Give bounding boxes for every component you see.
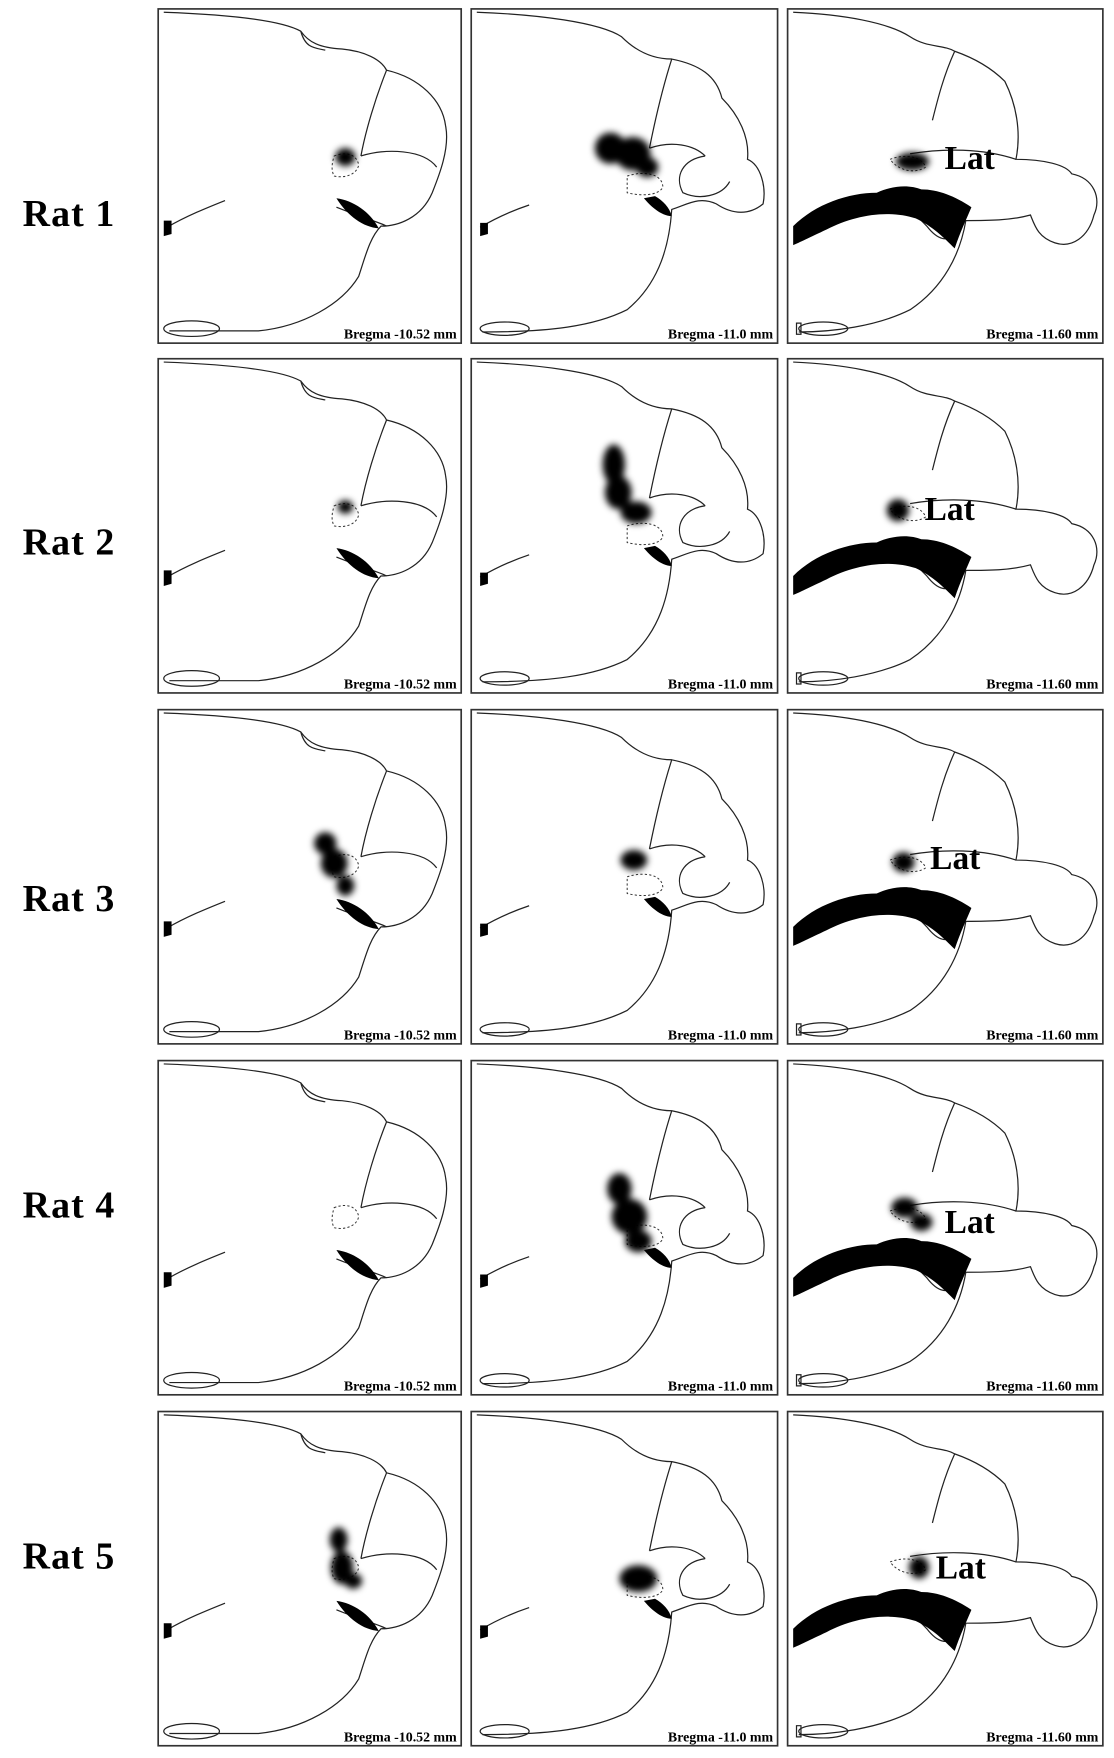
ventricle bbox=[164, 921, 172, 937]
panel-border bbox=[158, 710, 461, 1044]
ventricle bbox=[164, 570, 172, 586]
ventricle bbox=[480, 924, 488, 937]
rat-label: Rat 4 bbox=[23, 1184, 116, 1226]
bregma-caption: Bregma -11.0 mm bbox=[668, 677, 774, 692]
lesion-blob bbox=[321, 849, 348, 878]
section-panel: Bregma -11.60 mm Lat bbox=[788, 9, 1103, 343]
lesion-blob bbox=[636, 157, 658, 177]
lesion-blob bbox=[891, 1198, 918, 1218]
section-panel: Bregma -11.60 mm Lat bbox=[788, 1412, 1103, 1746]
lesion-blob bbox=[910, 1213, 932, 1231]
lesion-blob bbox=[338, 500, 354, 513]
ventricle bbox=[164, 1272, 172, 1288]
lesion-blob bbox=[896, 153, 929, 171]
bregma-caption: Bregma -10.52 mm bbox=[344, 1379, 457, 1394]
lesion-blob bbox=[619, 1565, 657, 1592]
region-label: Lat bbox=[945, 140, 995, 177]
lesion-blob bbox=[612, 1199, 648, 1235]
lesion bbox=[887, 499, 909, 521]
section-panel: Bregma -10.52 mm bbox=[158, 9, 461, 343]
section-panel: Bregma -11.60 mm Lat bbox=[788, 710, 1103, 1044]
lesion-blob bbox=[887, 499, 909, 521]
bregma-caption: Bregma -11.0 mm bbox=[668, 1379, 774, 1394]
bregma-caption: Bregma -11.60 mm bbox=[986, 328, 1099, 343]
panel-border bbox=[471, 9, 777, 343]
panel-border bbox=[158, 1061, 461, 1395]
section-panel: Bregma -11.0 mm bbox=[471, 1061, 777, 1395]
panel-border bbox=[158, 1412, 461, 1746]
bregma-caption: Bregma -10.52 mm bbox=[344, 677, 457, 692]
ventricle bbox=[480, 1625, 488, 1638]
lesion-blob bbox=[336, 876, 354, 896]
panel-border bbox=[158, 359, 461, 693]
lesion bbox=[892, 852, 914, 872]
bregma-caption: Bregma -11.0 mm bbox=[668, 1730, 774, 1745]
region-label: Lat bbox=[930, 840, 980, 877]
section-panel: Bregma -11.0 mm bbox=[471, 359, 777, 693]
region-label: Lat bbox=[945, 1204, 995, 1241]
bregma-caption: Bregma -11.0 mm bbox=[668, 328, 774, 343]
lesion bbox=[896, 153, 929, 171]
bregma-caption: Bregma -11.60 mm bbox=[986, 1028, 1099, 1043]
bregma-caption: Bregma -10.52 mm bbox=[344, 1730, 457, 1745]
section-panel: Bregma -11.0 mm bbox=[471, 9, 777, 343]
section-panel: Bregma -10.52 mm bbox=[158, 359, 461, 693]
lesion bbox=[335, 148, 355, 166]
rat-label: Rat 3 bbox=[23, 878, 116, 920]
bregma-caption: Bregma -10.52 mm bbox=[344, 1028, 457, 1043]
region-label: Lat bbox=[925, 491, 975, 528]
lesion-blob bbox=[335, 148, 355, 166]
section-panel: Bregma -11.0 mm bbox=[471, 1412, 777, 1746]
bregma-caption: Bregma -11.60 mm bbox=[986, 1379, 1099, 1394]
ventricle bbox=[164, 221, 172, 237]
rat-label: Rat 1 bbox=[23, 193, 116, 235]
lesion bbox=[338, 500, 354, 513]
lesion-blob bbox=[909, 1556, 929, 1578]
panel-border bbox=[471, 359, 777, 693]
bregma-caption: Bregma -11.60 mm bbox=[986, 1730, 1099, 1745]
ventricle bbox=[480, 1274, 488, 1287]
page: {"rows": [ {"label": "Rat 1", "panels": … bbox=[0, 0, 1114, 1758]
lesion-blob bbox=[344, 1573, 362, 1589]
region-label: Lat bbox=[936, 1550, 986, 1587]
lesion-blob bbox=[330, 1527, 348, 1552]
bregma-caption: Bregma -10.52 mm bbox=[344, 328, 457, 343]
section-panel: Bregma -10.52 mm bbox=[158, 1061, 461, 1395]
ventricle bbox=[480, 573, 488, 586]
section-panel: Bregma -11.60 mm Lat bbox=[788, 359, 1103, 693]
lesion-blob bbox=[892, 852, 914, 872]
bregma-caption: Bregma -11.60 mm bbox=[986, 677, 1099, 692]
section-panel: Bregma -10.52 mm bbox=[158, 1412, 461, 1746]
lesion bbox=[909, 1556, 929, 1578]
bregma-caption: Bregma -11.0 mm bbox=[668, 1028, 774, 1043]
lesion bbox=[619, 1565, 657, 1592]
section-panel: Bregma -11.60 mm Lat bbox=[788, 1061, 1103, 1395]
rat-label: Rat 5 bbox=[23, 1535, 116, 1577]
ventricle bbox=[164, 1623, 172, 1639]
lesion bbox=[620, 850, 647, 870]
lesion-blob bbox=[625, 1230, 652, 1252]
section-panel: Bregma -10.52 mm bbox=[158, 710, 461, 1044]
panel-border bbox=[158, 9, 461, 343]
lesion-blob bbox=[620, 501, 651, 523]
rat-label: Rat 2 bbox=[23, 522, 116, 564]
section-panel: Bregma -11.0 mm bbox=[471, 710, 777, 1044]
lesion-blob bbox=[620, 850, 647, 870]
ventricle bbox=[480, 223, 488, 236]
panel-border bbox=[471, 710, 777, 1044]
figure: Rat 1 Bregma -10.52 mm Bregma -11.0 mm Breg… bbox=[0, 0, 1114, 1758]
